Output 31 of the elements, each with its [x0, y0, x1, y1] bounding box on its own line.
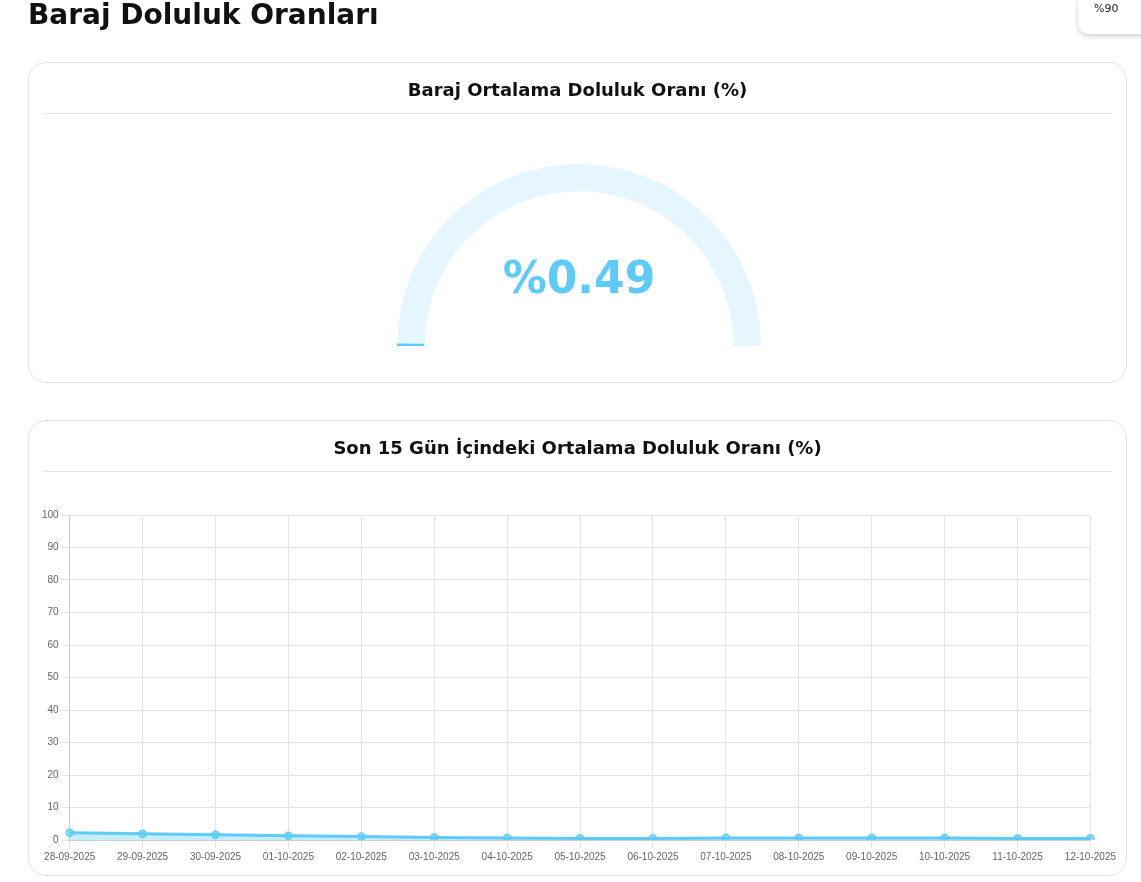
y-tick-label: 50 [47, 671, 60, 683]
chart-title: Baraj Ortalama Doluluk Oranı (%) [43, 63, 1112, 114]
x-tick-label: 01-10-2025 [262, 850, 315, 862]
y-tick-label: 0 [53, 833, 60, 845]
text: Baraj Doluluk Oranları [28, 0, 379, 31]
x-tick-label: 05-10-2025 [554, 850, 607, 862]
y-tick-label: 70 [47, 606, 60, 618]
x-tick-label: 02-10-2025 [335, 850, 388, 862]
text: %90 [1078, 0, 1141, 34]
x-tick-label: 04-10-2025 [481, 850, 534, 862]
y-tick-label: 30 [47, 736, 60, 748]
x-tick-label: 30-09-2025 [189, 850, 242, 862]
x-tick-label: 29-09-2025 [117, 850, 169, 862]
y-tick-label: 100 [42, 508, 60, 520]
y-tick-label: 60 [47, 638, 60, 650]
chart-title: Son 15 Gün İçindeki Ortalama Doluluk Oranı (%) [43, 421, 1112, 472]
y-tick-label: 80 [47, 573, 60, 585]
x-tick-label: 10-10-2025 [919, 850, 971, 862]
y-tick-label: 40 [47, 703, 60, 715]
x-tick-label: 09-10-2025 [846, 850, 898, 862]
x-tick-label: 11-10-2025 [992, 850, 1044, 862]
x-tick-label: 03-10-2025 [408, 850, 461, 862]
y-tick-label: 20 [47, 768, 60, 780]
text: %0.49 [502, 252, 656, 304]
x-tick-label: 28-09-2025 [44, 850, 96, 862]
x-tick-label: 12-10-2025 [1064, 850, 1117, 862]
x-tick-label: 08-10-2025 [773, 850, 825, 862]
x-tick-label: 07-10-2025 [700, 850, 752, 862]
y-tick-label: 90 [47, 541, 60, 553]
y-tick-label: 10 [47, 801, 60, 813]
x-tick-label: 06-10-2025 [627, 850, 679, 862]
